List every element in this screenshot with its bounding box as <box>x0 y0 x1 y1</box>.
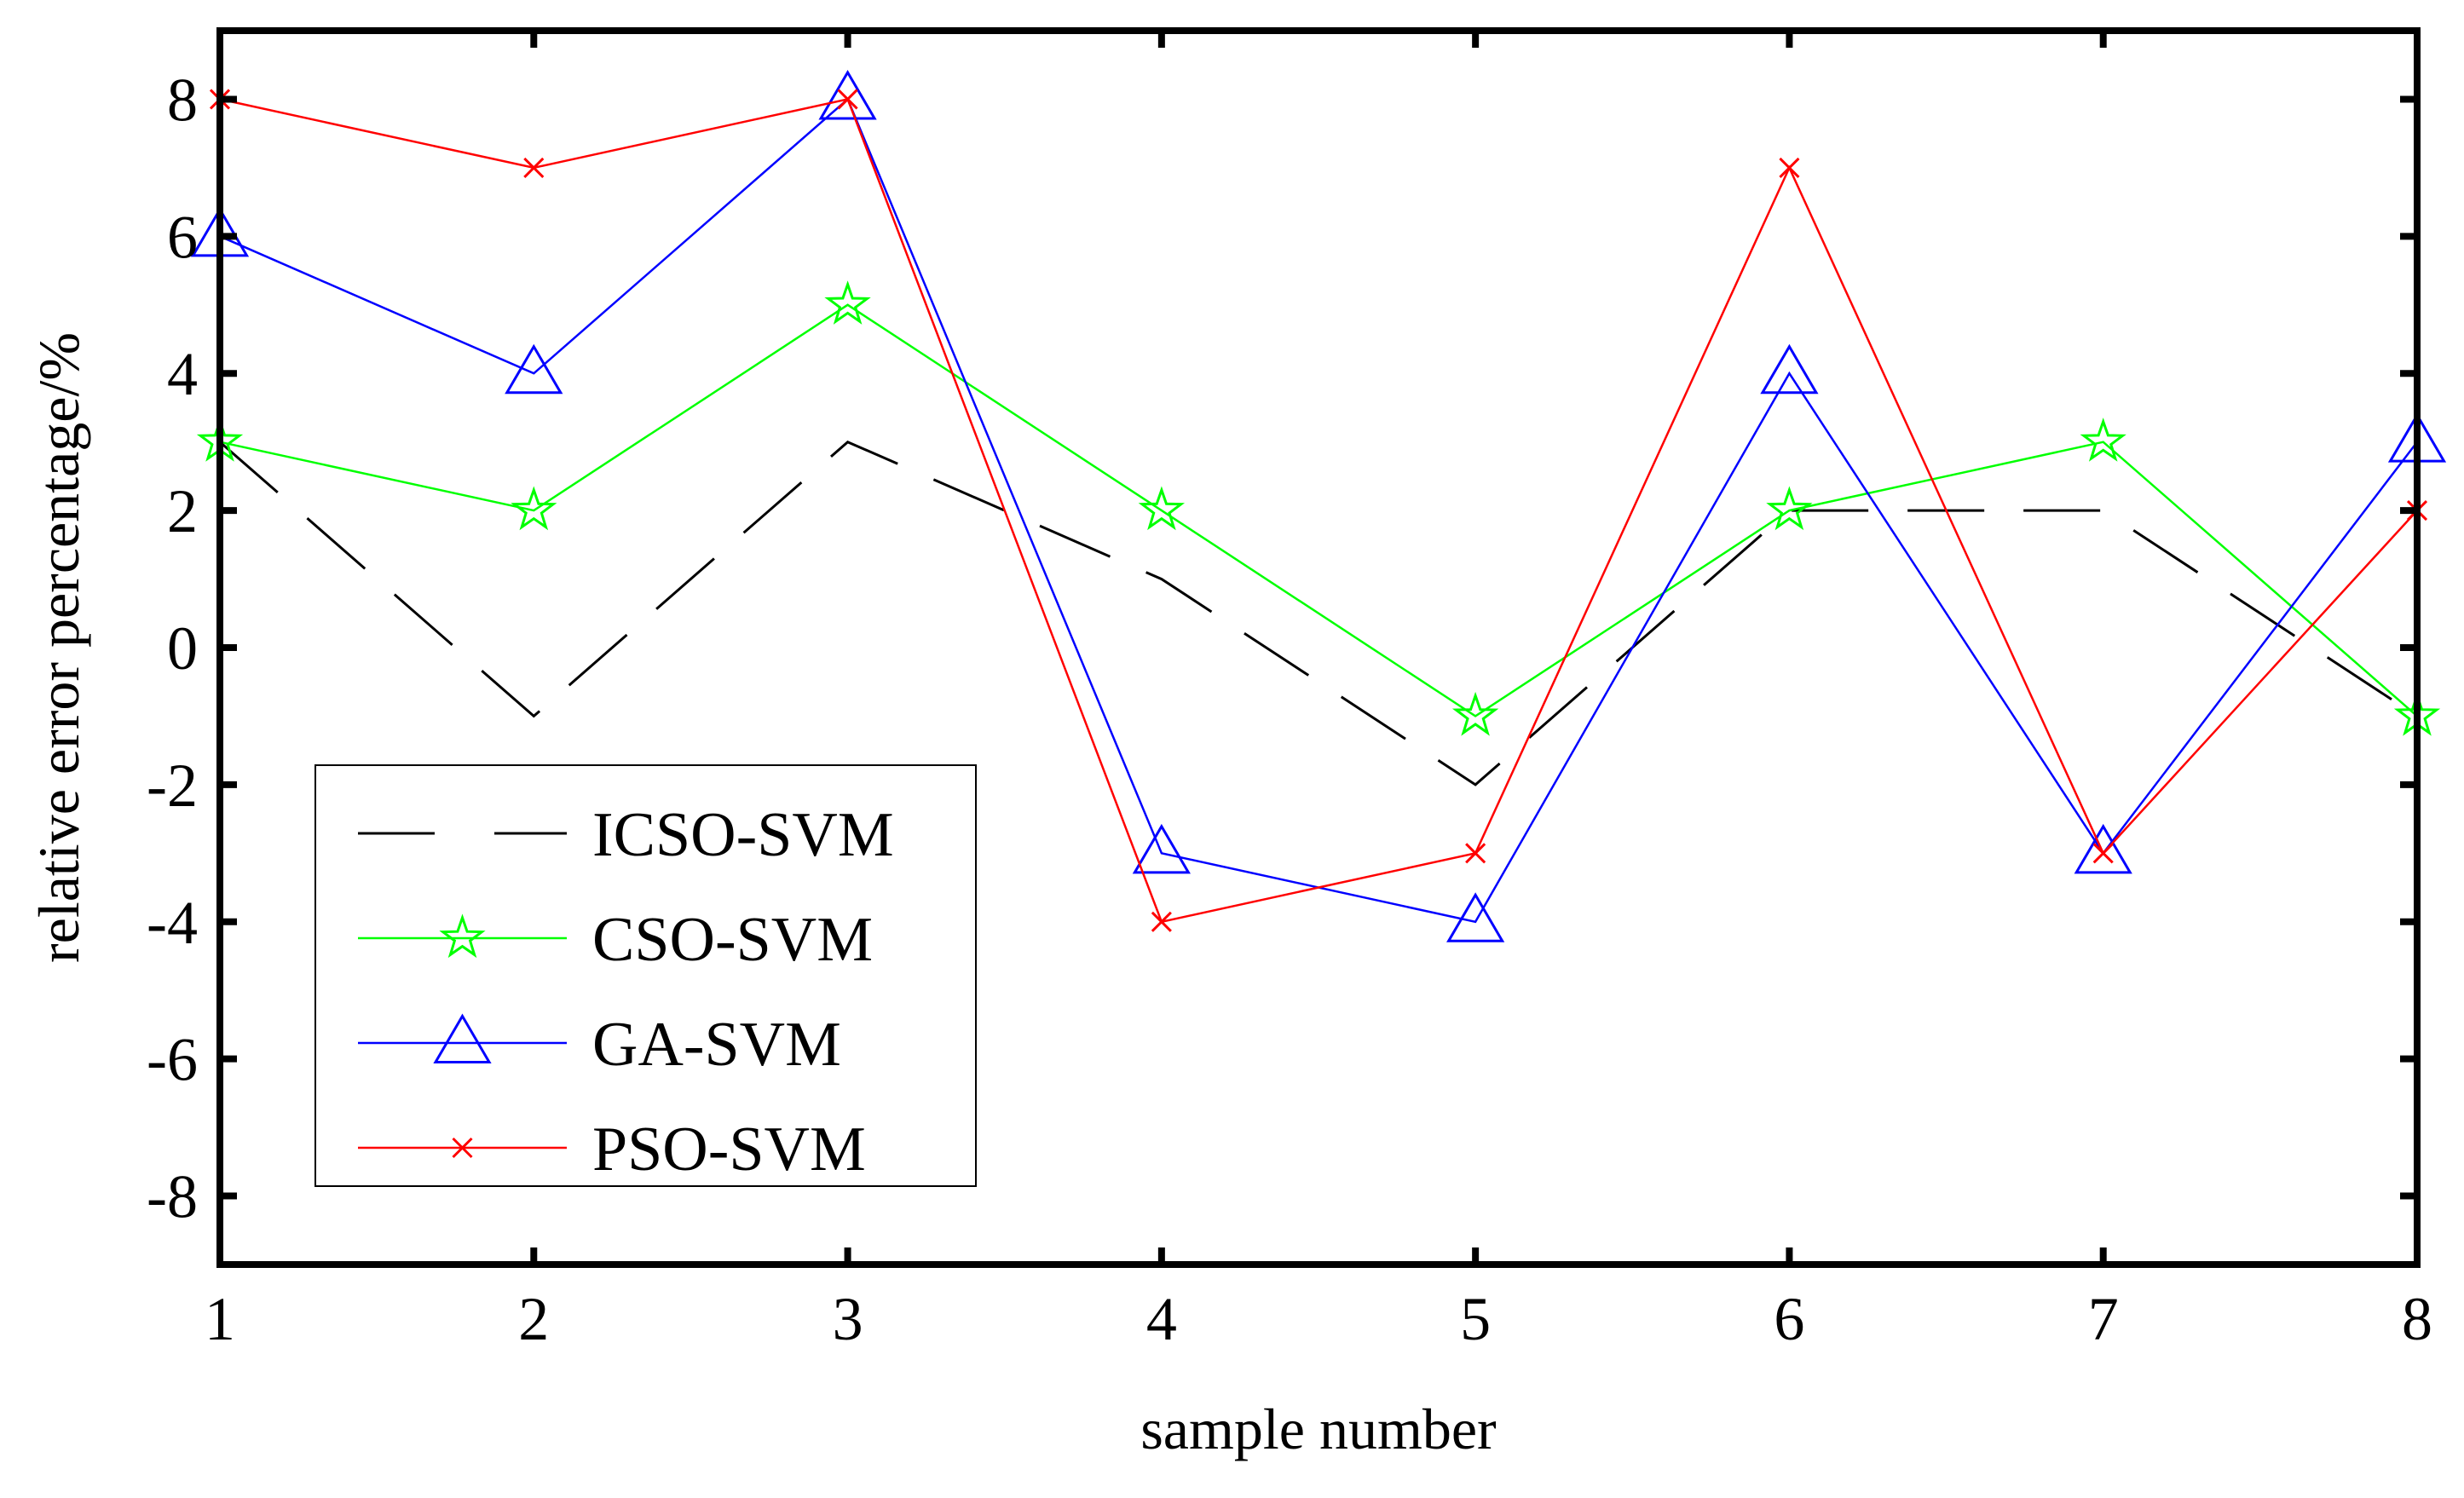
legend-label: GA-SVM <box>592 1010 841 1080</box>
legend-label: CSO-SVM <box>592 905 873 975</box>
y-axis-label: relative error percentage/% <box>26 332 91 963</box>
legend-item-icso-svm: ICSO-SVM <box>358 800 894 870</box>
legend-item-ga-svm: GA-SVM <box>358 1010 841 1080</box>
x-marker <box>1779 157 1800 178</box>
y-tick-label: 8 <box>167 66 198 134</box>
series-line-icso-svm <box>219 440 2418 786</box>
triangle-marker <box>1446 892 1505 942</box>
y-tick-label: -4 <box>147 889 198 957</box>
x-marker <box>1465 843 1486 864</box>
series-line-cso-svm <box>219 303 2418 717</box>
triangle-marker <box>818 69 877 120</box>
x-tick-label: 6 <box>1774 1285 1804 1353</box>
x-marker <box>837 89 858 110</box>
legend: ICSO-SVM CSO-SVM GA-SVM PSO-SVM <box>314 764 977 1187</box>
legend-label: ICSO-SVM <box>592 800 894 870</box>
y-tick-label: -6 <box>147 1026 198 1094</box>
star-marker <box>1451 691 1499 736</box>
x-axis-label: sample number <box>1140 1397 1497 1461</box>
legend-item-pso-svm: PSO-SVM <box>358 1115 866 1184</box>
star-marker <box>1138 486 1186 531</box>
triangle-marker <box>1760 343 1819 395</box>
x-tick-label: 3 <box>833 1285 863 1353</box>
y-tick-label: -8 <box>147 1163 198 1231</box>
series-pso-svm <box>209 89 2428 932</box>
star-marker <box>824 280 871 325</box>
y-tick-label: 6 <box>167 203 198 271</box>
x-marker <box>1151 911 1172 932</box>
x-tick-label: 5 <box>1460 1285 1491 1353</box>
tick-labels: 8 6 4 2 0 -2 -4 -6 -81 2 3 4 5 6 7 8 <box>147 66 2432 1353</box>
plot-frame-layer <box>216 27 2421 1268</box>
star-marker <box>439 913 486 959</box>
star-marker <box>511 486 557 531</box>
x-tick-label: 8 <box>2402 1285 2432 1353</box>
x-tick-label: 2 <box>518 1285 549 1353</box>
star-marker <box>1766 486 1813 531</box>
series-icso-svm <box>219 440 2418 786</box>
star-marker <box>2080 418 2126 462</box>
triangle-marker <box>505 343 563 395</box>
x-tick-label: 7 <box>2088 1285 2119 1353</box>
y-tick-label: 0 <box>167 614 198 683</box>
y-tick-label: 2 <box>167 477 198 545</box>
series-line-pso-svm <box>219 97 2418 924</box>
series-layer <box>190 69 2447 942</box>
y-tick-label: -2 <box>147 752 198 820</box>
x-marker <box>452 1137 473 1159</box>
legend-label: PSO-SVM <box>592 1115 866 1184</box>
triangle-marker <box>2074 823 2132 874</box>
x-marker <box>523 157 545 178</box>
x-tick-label: 1 <box>205 1285 235 1353</box>
legend-item-cso-svm: CSO-SVM <box>358 905 873 975</box>
y-tick-label: 4 <box>167 340 198 408</box>
x-tick-label: 4 <box>1146 1285 1177 1353</box>
x-marker <box>2092 843 2114 864</box>
triangle-marker <box>433 1013 492 1063</box>
legend-box <box>314 764 977 1187</box>
triangle-marker <box>1132 823 1191 874</box>
